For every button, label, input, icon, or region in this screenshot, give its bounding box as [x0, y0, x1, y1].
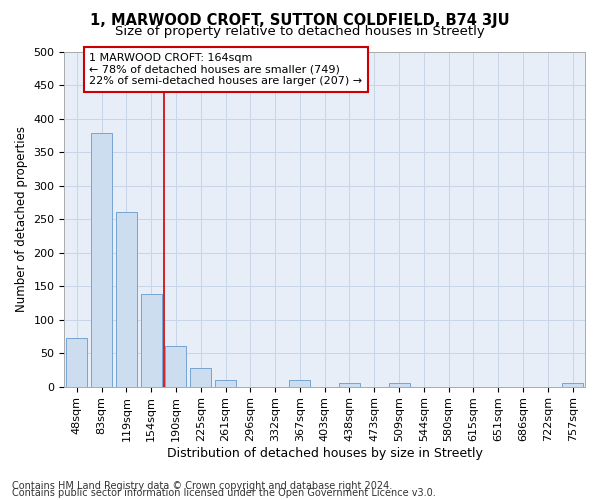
Bar: [91, 134, 112, 386]
Text: Size of property relative to detached houses in Streetly: Size of property relative to detached ho…: [115, 25, 485, 38]
Text: Contains HM Land Registry data © Crown copyright and database right 2024.: Contains HM Land Registry data © Crown c…: [12, 481, 392, 491]
Bar: [389, 383, 410, 386]
Bar: [140, 294, 162, 386]
Y-axis label: Number of detached properties: Number of detached properties: [15, 126, 28, 312]
Bar: [562, 383, 583, 386]
Text: 1, MARWOOD CROFT, SUTTON COLDFIELD, B74 3JU: 1, MARWOOD CROFT, SUTTON COLDFIELD, B74 …: [90, 12, 510, 28]
Bar: [339, 383, 360, 386]
Bar: [66, 338, 88, 386]
X-axis label: Distribution of detached houses by size in Streetly: Distribution of detached houses by size …: [167, 447, 482, 460]
Text: Contains public sector information licensed under the Open Government Licence v3: Contains public sector information licen…: [12, 488, 436, 498]
Bar: [116, 212, 137, 386]
Bar: [190, 368, 211, 386]
Text: 1 MARWOOD CROFT: 164sqm
← 78% of detached houses are smaller (749)
22% of semi-d: 1 MARWOOD CROFT: 164sqm ← 78% of detache…: [89, 53, 362, 86]
Bar: [215, 380, 236, 386]
Bar: [289, 380, 310, 386]
Bar: [166, 346, 187, 387]
